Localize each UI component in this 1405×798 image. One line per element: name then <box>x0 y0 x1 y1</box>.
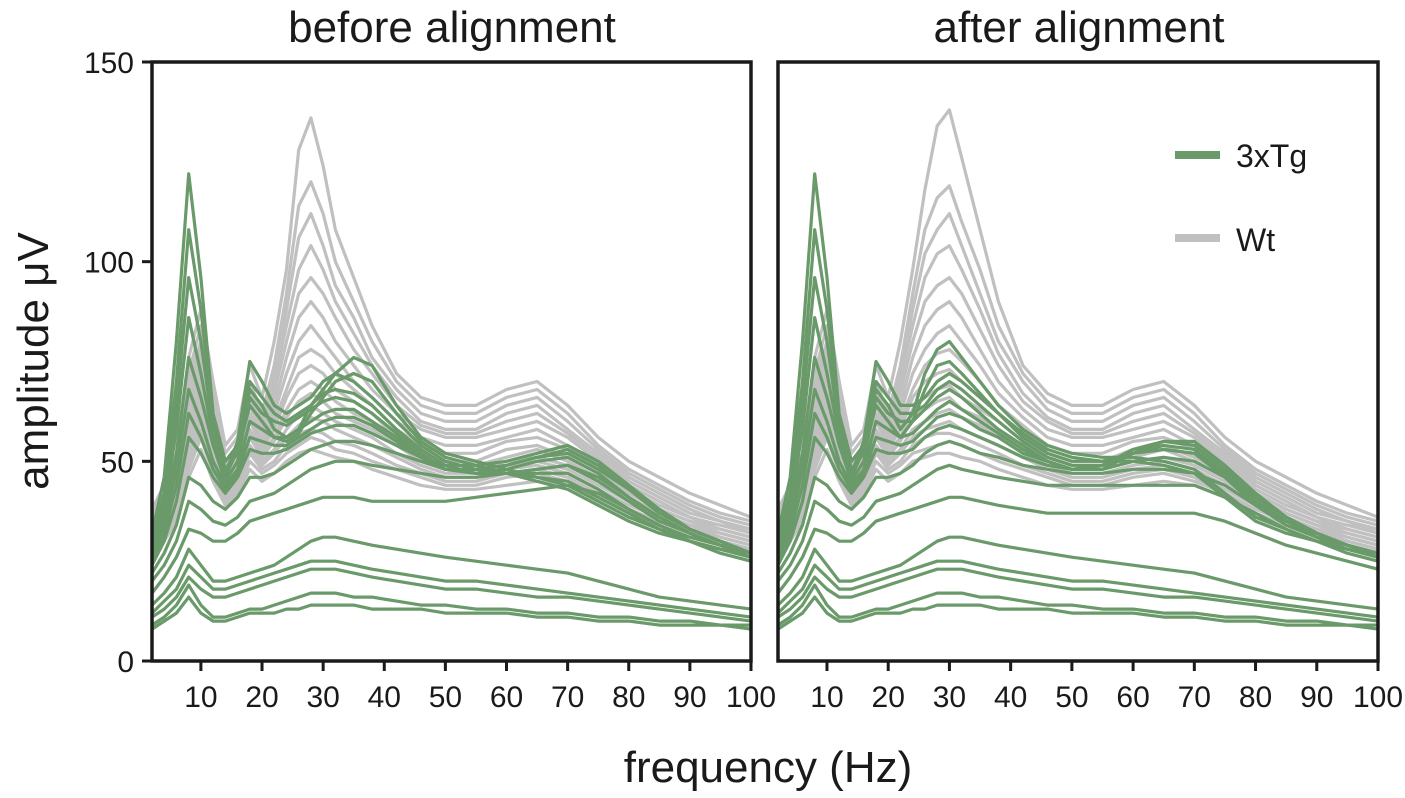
x-tick-label: 70 <box>551 681 584 714</box>
series-line-3xtg-26 <box>778 495 1378 595</box>
x-tick-label: 10 <box>810 681 843 714</box>
y-tick-label: 0 <box>117 646 134 679</box>
x-tick-label: 80 <box>1239 681 1272 714</box>
legend: 3xTg Wt <box>1175 138 1307 258</box>
series-group <box>152 116 751 631</box>
series-group <box>778 108 1378 631</box>
series-line-3xtg-24 <box>778 439 1378 575</box>
series-line-wt-0 <box>778 108 1378 519</box>
series-line-3xtg-17 <box>152 228 751 559</box>
x-tick-label: 100 <box>1353 681 1403 714</box>
series-line-3xtg-30 <box>152 583 751 627</box>
legend-label-3xtg: 3xTg <box>1236 138 1307 174</box>
x-tick-label: 60 <box>1116 681 1149 714</box>
x-tick-label: 20 <box>872 681 905 714</box>
series-line-3xtg-29 <box>152 567 751 623</box>
series-line-3xtg-20 <box>778 355 1378 555</box>
x-tick-label: 40 <box>994 681 1027 714</box>
x-tick-label: 100 <box>726 681 776 714</box>
series-line-3xtg-28 <box>778 559 1378 619</box>
series-line-wt-0 <box>152 116 751 519</box>
legend-label-wt: Wt <box>1236 222 1275 258</box>
series-line-3xtg-17 <box>778 228 1378 559</box>
series-line-3xtg-26 <box>152 483 751 595</box>
x-tick-label: 50 <box>1055 681 1088 714</box>
series-line-3xtg-30 <box>778 583 1378 627</box>
series-line-3xtg-19 <box>152 316 751 555</box>
x-tick-label: 60 <box>490 681 523 714</box>
series-line-3xtg-24 <box>152 439 751 575</box>
x-tick-label: 20 <box>245 681 278 714</box>
x-tick-label: 40 <box>368 681 401 714</box>
panel-title-after: after alignment <box>933 3 1224 52</box>
series-line-3xtg-21 <box>152 387 751 559</box>
y-tick-label: 100 <box>84 247 134 280</box>
series-line-3xtg-29 <box>778 567 1378 623</box>
y-tick-label: 50 <box>101 446 134 479</box>
y-tick-label: 150 <box>84 47 134 80</box>
x-tick-label: 10 <box>184 681 217 714</box>
x-tick-label: 90 <box>1300 681 1333 714</box>
panel-before-alignment: 10 20 30 40 50 60 70 80 90 100 0 50 100 150 <box>84 47 776 714</box>
series-line-3xtg-28 <box>152 559 751 619</box>
panel-title-before: before alignment <box>288 3 616 52</box>
series-line-3xtg-21 <box>778 387 1378 559</box>
series-line-3xtg-23 <box>778 423 1378 567</box>
plot-frame <box>776 60 1380 663</box>
series-line-3xtg-31 <box>778 595 1378 631</box>
x-tick-label: 30 <box>933 681 966 714</box>
plot-frame <box>150 60 753 663</box>
series-line-3xtg-22 <box>152 411 751 563</box>
x-tick-label: 50 <box>429 681 462 714</box>
x-axis-label: frequency (Hz) <box>624 743 913 792</box>
x-tick-label: 70 <box>1178 681 1211 714</box>
series-line-3xtg-25 <box>778 463 1378 583</box>
panel-after-alignment: 10 20 30 40 50 60 70 80 90 100 <box>776 60 1403 714</box>
series-line-3xtg-31 <box>152 595 751 631</box>
series-line-3xtg-27 <box>152 535 751 611</box>
y-axis-label: amplitude μV <box>9 232 58 490</box>
series-line-3xtg-25 <box>152 459 751 583</box>
series-line-3xtg-22 <box>778 411 1378 563</box>
series-line-3xtg-23 <box>152 423 751 567</box>
series-line-3xtg-20 <box>152 355 751 555</box>
x-tick-label: 90 <box>673 681 706 714</box>
series-line-3xtg-27 <box>778 535 1378 611</box>
x-tick-label: 80 <box>612 681 645 714</box>
x-tick-label: 30 <box>306 681 339 714</box>
